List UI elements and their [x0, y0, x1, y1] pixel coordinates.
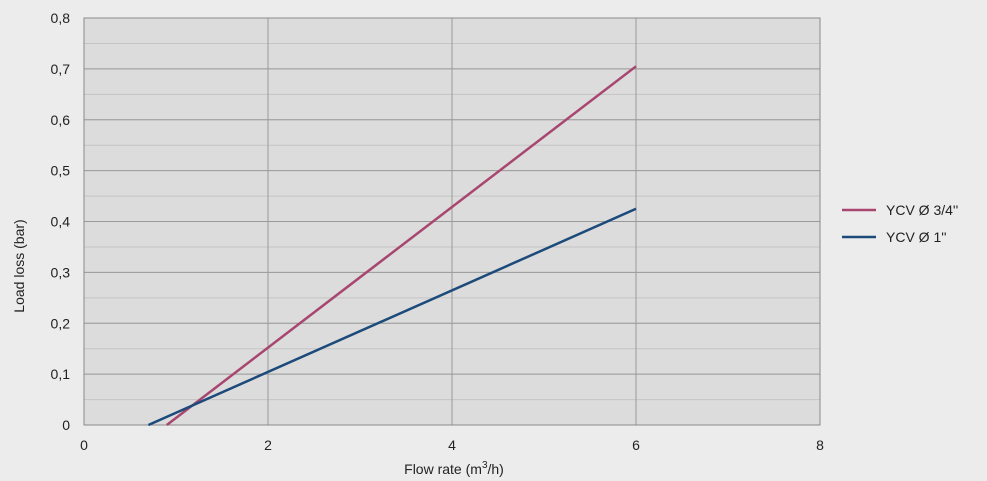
y-axis-title: Load loss (bar): [11, 219, 27, 312]
x-axis-tick-labels: 0 2 4 6 8: [80, 437, 824, 453]
x-tick-label: 8: [816, 437, 824, 453]
y-tick-label: 0: [62, 417, 70, 433]
y-tick-label: 0,3: [51, 264, 71, 280]
x-tick-label: 6: [632, 437, 640, 453]
legend: YCV Ø 3/4'' YCV Ø 1'': [842, 202, 958, 245]
y-tick-label: 0,6: [51, 112, 71, 128]
series-lines: [147, 65, 637, 427]
y-tick-label: 0,2: [51, 315, 71, 331]
series-line-1: [166, 65, 637, 426]
major-gridlines: [84, 18, 820, 425]
y-tick-label: 0,7: [51, 61, 71, 77]
legend-label-1: YCV Ø 3/4'': [886, 202, 958, 218]
y-tick-label: 0,8: [51, 10, 71, 26]
x-axis-title: Flow rate (m3/h): [404, 460, 504, 477]
legend-label-2: YCV Ø 1'': [886, 229, 947, 245]
plot-border: [83, 17, 821, 426]
series-line-2: [147, 207, 637, 427]
y-tick-label: 0,4: [51, 214, 71, 230]
y-tick-label: 0,5: [51, 163, 71, 179]
x-axis-title-tail: /h): [488, 461, 504, 477]
x-tick-label: 4: [448, 437, 456, 453]
x-tick-label: 0: [80, 437, 88, 453]
x-tick-label: 2: [264, 437, 272, 453]
y-tick-label: 0,1: [51, 366, 71, 382]
y-axis-tick-labels: 0 0,1 0,2 0,3 0,4 0,5 0,6 0,7 0,8: [51, 10, 71, 433]
x-axis-title-superscript: 3: [482, 460, 488, 471]
x-axis-title-main: Flow rate (m: [404, 461, 482, 477]
